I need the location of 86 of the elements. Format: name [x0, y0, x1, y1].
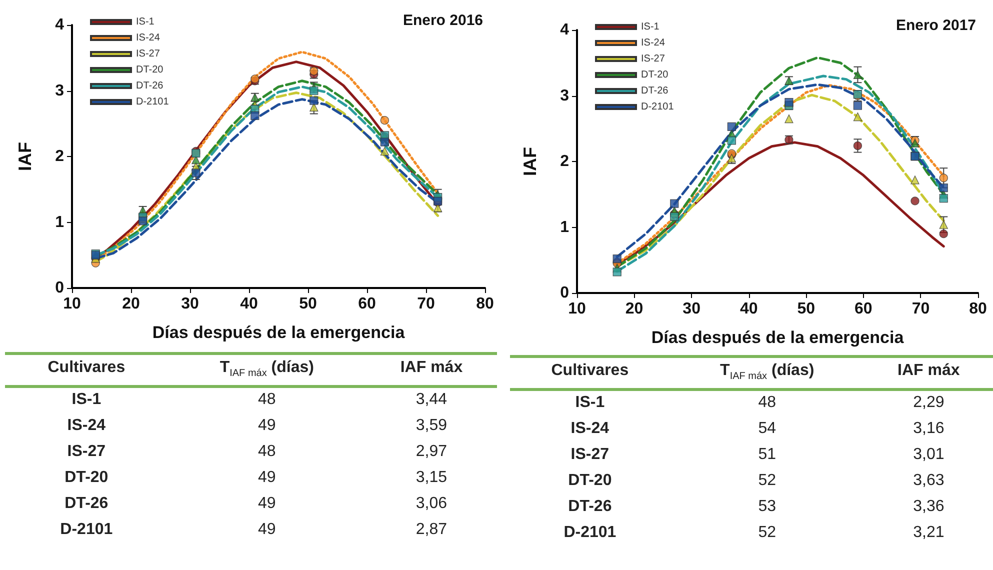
y-axis-title: IAF — [15, 142, 35, 171]
y-tick-label: 0 — [560, 284, 570, 302]
legend-label: DT-26 — [641, 86, 669, 96]
data-label: 48 — [757, 393, 777, 414]
y-axis-title: IAF — [520, 147, 540, 176]
category-label: DT-26 — [64, 494, 110, 514]
legend-label: D-2101 — [136, 96, 170, 108]
x-axis-title: Días después de la emergencia — [651, 328, 904, 347]
x-tick-label: 50 — [299, 296, 317, 312]
text: T$_{IAF máx}$ (días) — [670, 358, 864, 390]
category-label: DT-26 — [567, 496, 613, 517]
y-tick-label: 4 — [560, 22, 570, 38]
legend-label: DT-20 — [136, 64, 164, 76]
x-tick-label: 30 — [682, 300, 701, 318]
data-label: 49 — [257, 468, 277, 488]
legend-label: IS-1 — [136, 16, 155, 28]
x-tick-label: 60 — [358, 296, 376, 312]
y-tick-label: 1 — [560, 218, 570, 236]
category-label: DT-20 — [567, 470, 613, 491]
data-label: 3,36 — [912, 496, 946, 517]
text: IAF máx — [864, 358, 993, 390]
y-tick-label: 2 — [560, 153, 570, 170]
legend-label: IS-24 — [641, 38, 666, 48]
data-label: 49 — [257, 494, 277, 514]
chart-title: Enero 2017 — [896, 17, 976, 34]
legend-label: IS-27 — [136, 48, 160, 60]
category-label: IS-1 — [574, 393, 606, 414]
y-tick-label: 0 — [55, 280, 64, 296]
x-tick-label: 10 — [568, 300, 586, 318]
data-label: 3,01 — [912, 444, 946, 465]
text: T$_{IAF máx}$ (días) — [168, 355, 366, 387]
data-label: 52 — [757, 470, 777, 491]
data-label: 3,21 — [912, 522, 946, 543]
data-label: 2,29 — [912, 393, 946, 414]
x-tick-label: 60 — [854, 300, 872, 318]
data-label: 53 — [757, 496, 777, 517]
y-tick-label: 4 — [55, 16, 64, 34]
legend-label: DT-26 — [136, 80, 164, 92]
data-label: 54 — [757, 418, 777, 439]
data-label: 49 — [257, 416, 277, 436]
x-tick-label: 20 — [625, 300, 644, 318]
data-label: 49 — [257, 520, 277, 540]
data-label: 48 — [257, 442, 277, 462]
data-label: 51 — [757, 444, 777, 465]
chart-title: Enero 2016 — [402, 12, 483, 29]
y-tick-label: 3 — [55, 82, 64, 100]
data-label: 3,16 — [912, 418, 946, 439]
data-label: 3,59 — [414, 416, 448, 436]
category-label: D-2101 — [562, 522, 618, 543]
data-label: 3,06 — [414, 494, 448, 514]
category-label: DT-20 — [64, 468, 110, 488]
x-tick-label: 30 — [181, 296, 199, 312]
y-tick-label: 3 — [560, 87, 570, 104]
category-label: IS-27 — [570, 444, 610, 465]
x-tick-label: 10 — [63, 296, 81, 312]
data-label: 2,87 — [414, 520, 448, 540]
x-tick-label: 40 — [240, 296, 258, 312]
x-tick-label: 40 — [740, 300, 758, 318]
x-tick-label: 20 — [122, 296, 140, 312]
text: Cultivares — [510, 358, 670, 390]
x-tick-label: 80 — [476, 296, 494, 312]
text: IAF máx — [366, 355, 497, 387]
legend-label: D-2101 — [641, 102, 674, 112]
data-label: 2,97 — [414, 442, 448, 462]
data-label: 52 — [757, 522, 777, 543]
data-label: 3,15 — [414, 468, 448, 488]
data-label: 3,44 — [414, 390, 448, 410]
x-tick-label: 70 — [912, 300, 930, 318]
data-label: 3,63 — [912, 470, 946, 491]
y-tick-label: 1 — [55, 214, 64, 231]
x-tick-label: 50 — [797, 300, 816, 318]
x-tick-label: 70 — [417, 296, 435, 312]
legend-label: IS-1 — [641, 22, 660, 32]
legend-label: IS-24 — [136, 32, 160, 44]
x-tick-label: 80 — [969, 300, 987, 318]
text: Cultivares — [5, 355, 168, 387]
x-axis-title: Días después de la emergencia — [152, 323, 406, 342]
data-label: 48 — [257, 390, 277, 410]
category-label: D-2101 — [59, 520, 114, 540]
category-label: IS-1 — [70, 390, 102, 410]
category-label: IS-24 — [66, 416, 107, 436]
legend-label: DT-20 — [641, 70, 669, 80]
category-label: IS-27 — [66, 442, 107, 462]
y-tick-label: 2 — [55, 148, 64, 165]
category-label: IS-24 — [570, 418, 610, 439]
legend-label: IS-27 — [641, 54, 666, 64]
